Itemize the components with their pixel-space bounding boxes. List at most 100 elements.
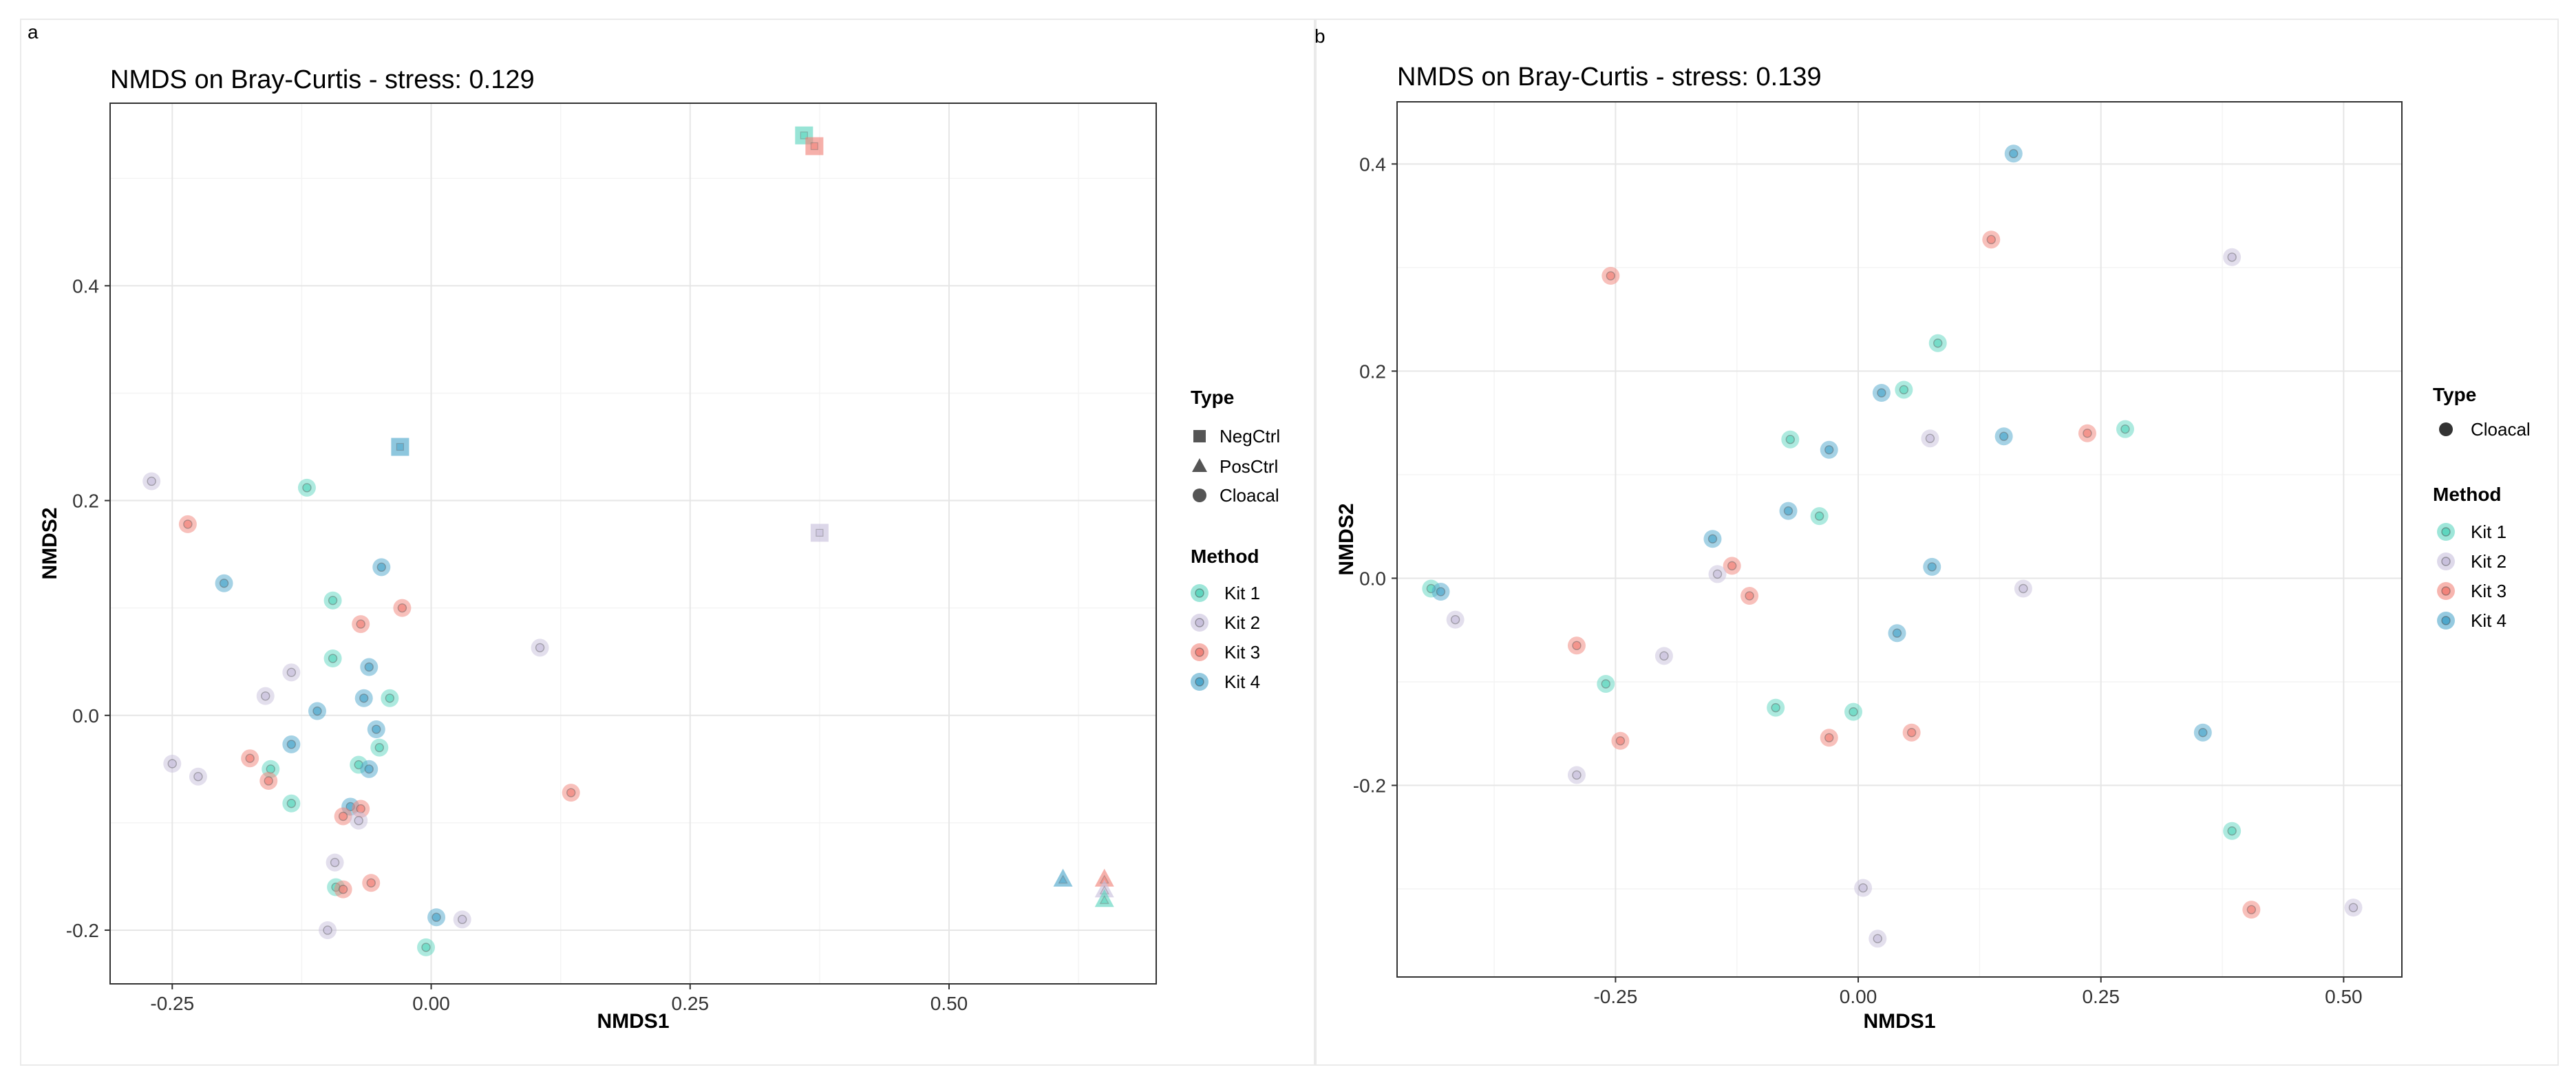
data-point — [1601, 266, 1620, 285]
legend-method-title-a: Method — [1191, 546, 1259, 567]
triangle-shape-icon — [1192, 458, 1207, 472]
data-point — [1902, 723, 1921, 742]
data-point — [381, 689, 399, 707]
data-point — [1994, 427, 2013, 446]
y-tick-label: 0.0 — [1359, 568, 1386, 589]
data-point — [1767, 698, 1785, 717]
data-point — [334, 807, 352, 826]
y-ticks-b: -0.2 0.0 0.2 0.4 — [1353, 153, 1397, 797]
x-axis-title-b: NMDS1 — [1863, 1010, 1935, 1033]
data-point — [417, 938, 436, 956]
data-point — [453, 910, 471, 929]
data-point — [319, 921, 337, 939]
data-point — [1654, 647, 1673, 665]
legend-method-label: Kit 2 — [2471, 551, 2506, 572]
panel-letter-a: a — [28, 21, 39, 43]
data-point — [1567, 636, 1586, 655]
data-point — [178, 515, 197, 533]
data-point — [367, 720, 385, 739]
square-shape-icon — [1193, 430, 1206, 442]
data-point — [323, 649, 342, 668]
data-point — [1869, 930, 1887, 948]
data-point — [1779, 502, 1798, 520]
gridlines-a — [110, 103, 1156, 984]
data-point — [2242, 901, 2261, 919]
data-point — [531, 638, 549, 657]
data-point — [562, 784, 580, 802]
data-point — [308, 702, 326, 720]
panel-letter-b: b — [1314, 25, 1326, 47]
legend-type-label: NegCtrl — [1220, 426, 1280, 447]
y-tick-label: -0.2 — [1353, 775, 1386, 797]
chart-title-a: NMDS on Bray-Curtis - stress: 0.129 — [110, 65, 535, 94]
data-point — [1567, 766, 1586, 784]
data-point — [334, 880, 352, 899]
data-point — [256, 687, 275, 705]
legend-type-title-a: Type — [1191, 387, 1234, 408]
data-point — [1053, 868, 1073, 887]
data-point — [1923, 557, 1941, 576]
y-axis-title-a: NMDS2 — [39, 507, 61, 579]
x-ticks-b: -0.25 0.00 0.25 0.50 — [1593, 977, 2363, 1007]
data-point — [259, 771, 278, 790]
legend-method-label: Kit 1 — [2471, 522, 2506, 542]
legend-method-kit-4: Kit 4 — [2437, 610, 2506, 631]
data-point — [352, 615, 370, 634]
data-point — [354, 689, 373, 707]
data-point — [1928, 334, 1947, 352]
legend-type-cloacal: Cloacal — [1193, 485, 1279, 506]
plot-background — [1397, 102, 2402, 977]
data-point — [282, 735, 301, 753]
legend-method-kit-1: Kit 1 — [2437, 522, 2506, 542]
data-point — [1446, 610, 1465, 629]
legend-method-kit-3: Kit 3 — [1191, 642, 1260, 663]
y-ticks-a: -0.2 0.0 0.2 0.4 — [66, 275, 110, 941]
data-point — [372, 558, 391, 577]
y-tick-label: 0.2 — [1359, 361, 1386, 382]
y-tick-label: -0.2 — [66, 920, 99, 941]
circle-shape-icon — [1193, 488, 1206, 502]
legend-type-label: Cloacal — [1220, 485, 1279, 506]
data-point — [1094, 889, 1114, 907]
x-tick-label: 0.25 — [2082, 986, 2120, 1007]
legend-method-label: Kit 3 — [2471, 581, 2506, 601]
data-point — [1810, 507, 1829, 526]
data-point — [2193, 723, 2212, 742]
data-point — [297, 478, 316, 497]
data-point — [391, 438, 409, 456]
legend-method-kit-2: Kit 2 — [1191, 612, 1260, 633]
data-point — [326, 853, 344, 872]
legend-method-label: Kit 4 — [2471, 610, 2506, 631]
data-point — [427, 908, 446, 927]
x-tick-label: 0.50 — [930, 993, 968, 1014]
x-tick-label: 0.00 — [1840, 986, 1877, 1007]
data-point — [1781, 430, 1800, 449]
x-tick-label: -0.25 — [150, 993, 194, 1014]
x-tick-label: 0.25 — [672, 993, 710, 1014]
data-point — [2116, 420, 2134, 438]
points-a — [142, 126, 1114, 956]
data-point — [1723, 557, 1741, 575]
points-b — [1422, 144, 2363, 948]
data-point — [282, 794, 301, 813]
data-point — [1895, 380, 1913, 399]
x-tick-label: -0.25 — [1593, 986, 1637, 1007]
legend-type-negctrl: NegCtrl — [1193, 426, 1280, 447]
data-point — [241, 749, 259, 768]
data-point — [142, 472, 161, 491]
data-point — [2223, 821, 2242, 840]
legend-method-kit-3: Kit 3 — [2437, 581, 2506, 601]
y-axis-title-b: NMDS2 — [1335, 503, 1358, 575]
panel-b: b NMDS on Bray-Curtis - stress: 0.139 -0… — [1314, 25, 2531, 1033]
data-point — [1888, 624, 1906, 643]
plot-background — [110, 103, 1156, 984]
data-point — [215, 574, 233, 592]
legend-method-label: Kit 4 — [1224, 672, 1260, 692]
data-point — [1431, 583, 1450, 601]
data-point — [1854, 879, 1873, 897]
x-tick-label: 0.50 — [2325, 986, 2363, 1007]
data-point — [1741, 587, 1759, 605]
legend-a: Type NegCtrl PosCtrl Cloacal Method Kit … — [1191, 387, 1280, 692]
y-tick-label: 0.4 — [1359, 153, 1386, 175]
data-point — [1844, 702, 1862, 721]
